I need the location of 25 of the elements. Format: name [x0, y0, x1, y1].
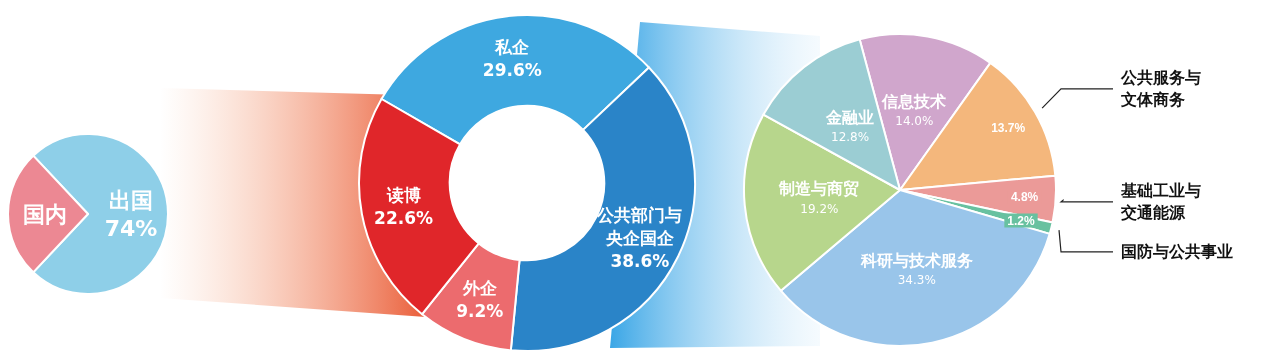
data-label: 19.2%	[800, 201, 839, 216]
data-label: 14.0%	[895, 114, 934, 129]
data-label: 29.6%	[482, 59, 542, 80]
slice-label: 外企	[461, 277, 498, 298]
data-label: 9.2%	[456, 300, 504, 321]
slice-label: 国防与公共事业	[1121, 242, 1233, 262]
slice-label: 基础工业与交通能源	[1120, 181, 1201, 223]
slice-label: 信息技术	[881, 91, 947, 111]
data-label: 13.7%	[991, 120, 1026, 135]
slice-label: 私企	[494, 36, 531, 57]
data-label: 22.6%	[374, 207, 434, 228]
slice-label: 国内	[23, 201, 67, 227]
data-label: 38.6%	[610, 251, 670, 272]
slice-label: 公共服务与文体商务	[1120, 68, 1201, 110]
slice-label: 金融业	[825, 107, 875, 127]
slice-label: 公共部门与央企国企	[596, 205, 683, 249]
data-label: 34.3%	[897, 273, 936, 288]
data-label: 1.2%	[1007, 213, 1036, 228]
slice-label: 科研与技术服务	[859, 250, 973, 270]
data-label: 12.8%	[831, 130, 870, 145]
slice-label: 制造与商贸	[778, 179, 860, 199]
slice-label: 出国	[109, 187, 153, 213]
data-label: 74%	[104, 215, 158, 241]
data-label: 4.8%	[1010, 190, 1039, 205]
slice-label: 读博	[385, 184, 421, 205]
